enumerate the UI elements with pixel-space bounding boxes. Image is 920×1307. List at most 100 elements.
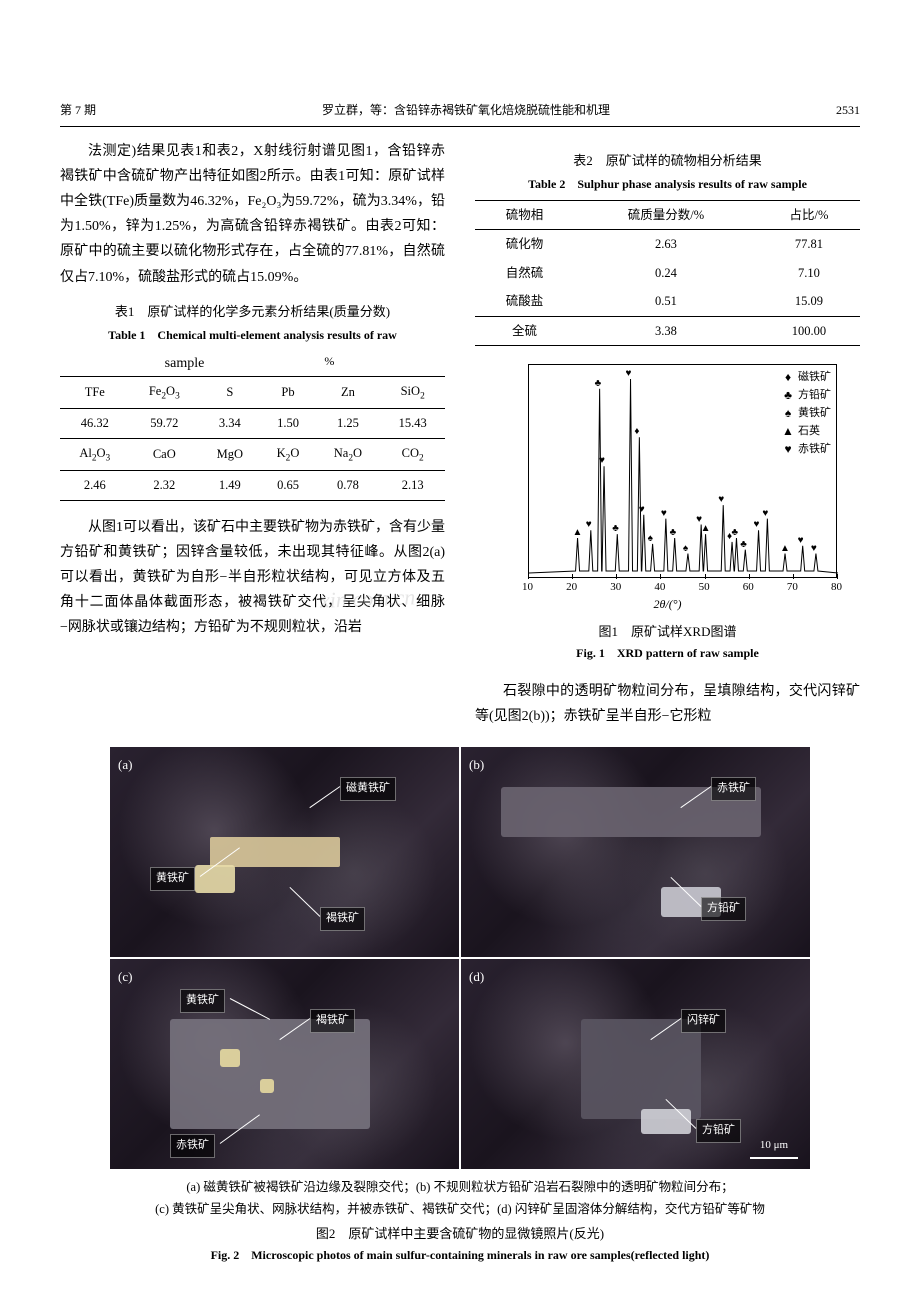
cell: 59.72 [130, 409, 200, 439]
peak-marker: ♣ [595, 375, 602, 393]
table2: 硫物相 硫质量分数/% 占比/% 硫化物 2.63 77.81 自然硫 0.24… [475, 200, 860, 347]
table1: TFe Fe2O3 S Pb Zn SiO2 46.32 59.72 3.34 … [60, 376, 445, 501]
mineral-label: 赤铁矿 [711, 777, 756, 801]
legend-item: ▲石英 [782, 422, 831, 440]
mineral-label: 黄铁矿 [150, 867, 195, 891]
table1-sample: sample [165, 351, 205, 376]
mineral-label: 方铅矿 [701, 897, 746, 921]
fig2-caption-en: Fig. 2 Microscopic photos of main sulfur… [60, 1245, 860, 1267]
legend-item: ♥赤铁矿 [782, 440, 831, 458]
cell: CaO [130, 438, 200, 470]
mineral-label: 褐铁矿 [320, 907, 365, 931]
table-row: 硫酸盐 0.51 15.09 [475, 287, 860, 316]
scale-bar: 10 μm [750, 1136, 798, 1160]
table1-title-en-text: Table 1 Chemical multi-element analysis … [108, 328, 397, 342]
table-row: TFe Fe2O3 S Pb Zn SiO2 [60, 376, 445, 408]
micro-panel-c: (c) 黄铁矿褐铁矿赤铁矿 [110, 959, 459, 1169]
mineral-grain [641, 1109, 691, 1134]
x-tick: 40 [654, 578, 665, 598]
mineral-grain [220, 1049, 240, 1067]
cell: 0.24 [574, 259, 758, 288]
peak-marker: ▲ [573, 524, 583, 542]
mineral-grain [260, 1079, 274, 1093]
cell: 2.46 [60, 471, 130, 501]
xrd-chart: ▲♥♣♥♣♥♦♥♠♥♣♠♥▲♥♦♣♣♥♥▲♥♥ 2θ/(°) ♦磁铁矿♣方铅矿♠… [490, 356, 845, 616]
peak-marker: ♥ [586, 516, 592, 534]
panel-tag: (a) [118, 753, 132, 776]
mineral-label: 赤铁矿 [170, 1134, 215, 1158]
fig1-caption-cn: 图1 原矿试样XRD图谱 [475, 620, 860, 643]
mineral-grain [210, 837, 340, 867]
right-column: 表2 原矿试样的硫物相分析结果 Table 2 Sulphur phase an… [475, 139, 860, 730]
peak-marker: ♥ [661, 505, 667, 523]
peak-marker: ♣ [670, 524, 677, 542]
cell: 硫质量分数/% [574, 200, 758, 230]
cell: 7.10 [758, 259, 860, 288]
cell: 0.51 [574, 287, 758, 316]
panel-tag: (c) [118, 965, 132, 988]
legend-item: ♠黄铁矿 [782, 404, 831, 422]
mineral-label: 黄铁矿 [180, 989, 225, 1013]
page-number: 2531 [836, 100, 860, 122]
peak-marker: ♥ [762, 505, 768, 523]
cell: 2.63 [574, 230, 758, 259]
peak-marker: ♥ [811, 540, 817, 558]
cell: 占比/% [758, 200, 860, 230]
table-row: 硫化物 2.63 77.81 [475, 230, 860, 259]
table-row: 46.32 59.72 3.34 1.50 1.25 15.43 [60, 409, 445, 439]
mineral-label: 褐铁矿 [310, 1009, 355, 1033]
cell: 77.81 [758, 230, 860, 259]
cell: 15.43 [380, 409, 445, 439]
peak-marker: ▲ [780, 540, 790, 558]
cell: 硫酸盐 [475, 287, 574, 316]
table-row: 自然硫 0.24 7.10 [475, 259, 860, 288]
table1-subrow: sample % [60, 351, 445, 376]
paragraph-right: 石裂隙中的透明矿物粒间分布，呈填隙结构，交代闪锌矿等(见图2(b))；赤铁矿呈半… [475, 679, 860, 729]
table1-title-en: Table 1 Chemical multi-element analysis … [60, 325, 445, 347]
fig2-grid: (a)磁黄铁矿黄铁矿褐铁矿(b)赤铁矿方铅矿(c)黄铁矿褐铁矿赤铁矿(d)闪锌矿… [110, 747, 810, 1169]
mineral-grain [195, 865, 235, 893]
cell: Na2O [316, 438, 381, 470]
x-tick: 80 [831, 578, 842, 598]
x-tick: 50 [699, 578, 710, 598]
peak-marker: ♥ [718, 491, 724, 509]
micro-panel-d: (d)闪锌矿方铅矿10 μm [461, 959, 810, 1169]
peak-marker: ♥ [639, 501, 645, 519]
legend-item: ♦磁铁矿 [782, 368, 831, 386]
mineral-grain [581, 1019, 701, 1119]
fig2-sub-captions: (a) 磁黄铁矿被褐铁矿沿边缘及裂隙交代；(b) 不规则粒状方铅矿沿岩石裂隙中的… [60, 1177, 860, 1220]
table2-title-cn: 表2 原矿试样的硫物相分析结果 [475, 149, 860, 172]
cell: 自然硫 [475, 259, 574, 288]
cell: SiO2 [380, 376, 445, 408]
fig2-line-b: (c) 黄铁矿呈尖角状、网脉状结构，并被赤铁矿、褐铁矿交代；(d) 闪锌矿呈固溶… [60, 1199, 860, 1220]
cell: 0.78 [316, 471, 381, 501]
cell: Zn [316, 376, 381, 408]
table-row: 2.46 2.32 1.49 0.65 0.78 2.13 [60, 471, 445, 501]
peak-marker: ♠ [648, 530, 653, 548]
table-row: 全硫 3.38 100.00 [475, 316, 860, 346]
panel-tag: (b) [469, 753, 484, 776]
micro-panel-b: (b) 赤铁矿方铅矿 [461, 747, 810, 957]
cell: K2O [261, 438, 316, 470]
cell: 1.49 [199, 471, 260, 501]
table1-title-cn: 表1 原矿试样的化学多元素分析结果(质量分数) [60, 300, 445, 323]
cell: TFe [60, 376, 130, 408]
cell: 1.50 [261, 409, 316, 439]
cell: 2.32 [130, 471, 200, 501]
chart-legend: ♦磁铁矿♣方铅矿♠黄铁矿▲石英♥赤铁矿 [782, 368, 831, 458]
table2-title-en: Table 2 Sulphur phase analysis results o… [475, 174, 860, 196]
table1-unit: % [324, 351, 340, 376]
peak-marker: ♦ [634, 423, 639, 441]
cell: CO2 [380, 438, 445, 470]
x-tick: 70 [787, 578, 798, 598]
fig1-caption-en: Fig. 1 XRD pattern of raw sample [475, 643, 860, 665]
cell: 2.13 [380, 471, 445, 501]
cell: Pb [261, 376, 316, 408]
x-tick: 10 [522, 578, 533, 598]
peak-marker: ♥ [754, 516, 760, 534]
micro-panel-a: (a)磁黄铁矿黄铁矿褐铁矿 [110, 747, 459, 957]
cell: 1.25 [316, 409, 381, 439]
cell: Al2O3 [60, 438, 130, 470]
mineral-label: 方铅矿 [696, 1119, 741, 1143]
cell: 0.65 [261, 471, 316, 501]
